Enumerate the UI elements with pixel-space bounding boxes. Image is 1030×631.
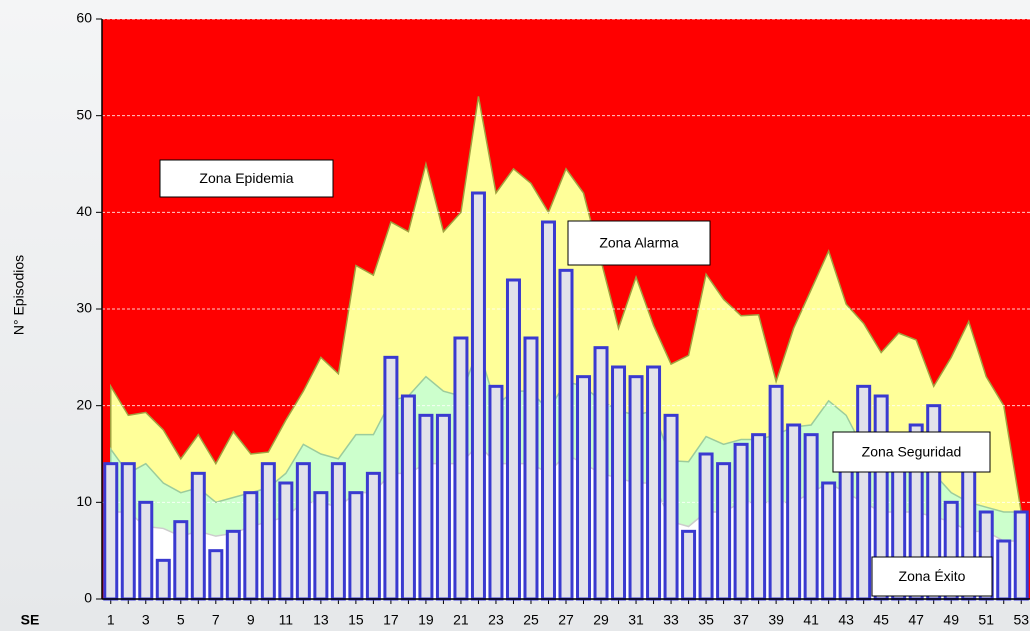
bar	[278, 481, 294, 601]
y-tick-label: 30	[76, 300, 92, 316]
x-tick-label: 21	[453, 612, 469, 628]
bar	[751, 433, 767, 601]
bar	[768, 384, 784, 601]
bar	[996, 539, 1012, 601]
x-tick-label: 53	[1013, 612, 1029, 628]
bar	[558, 268, 574, 601]
bar	[786, 423, 802, 601]
y-tick-label: 50	[76, 106, 92, 122]
bar	[330, 462, 346, 601]
x-tick-label: 29	[593, 612, 609, 628]
x-tick-label: 9	[247, 612, 255, 628]
x-tick-label: 27	[558, 612, 574, 628]
x-tick-label: 17	[383, 612, 399, 628]
bar	[225, 529, 241, 601]
bar	[838, 452, 854, 601]
zone-label: Zona Alarma	[599, 235, 679, 251]
y-axis-label: N° Episodios	[11, 255, 27, 335]
zone-label: Zona Epidemia	[199, 170, 293, 186]
x-tick-label: 45	[873, 612, 889, 628]
bar	[435, 413, 451, 601]
bar	[243, 491, 259, 601]
bar	[295, 462, 311, 601]
x-tick-label: 19	[418, 612, 434, 628]
x-tick-label: 31	[628, 612, 644, 628]
x-axis-label: SE	[21, 612, 40, 628]
zone-label-box	[567, 220, 711, 266]
bar	[348, 491, 364, 601]
x-tick-label: 51	[978, 612, 994, 628]
y-tick-label: 10	[76, 493, 92, 509]
y-tick-label: 20	[76, 396, 92, 412]
bar	[208, 549, 224, 601]
x-tick-label: 11	[279, 612, 294, 628]
x-tick-label: 43	[838, 612, 854, 628]
x-tick-label: 49	[943, 612, 959, 628]
zone-label: Zona Éxito	[899, 568, 966, 584]
bar	[1013, 510, 1029, 601]
bar	[593, 346, 609, 601]
bar	[173, 520, 189, 601]
bar	[120, 462, 136, 601]
bar	[523, 336, 539, 601]
bar	[698, 452, 714, 601]
bar	[488, 384, 504, 601]
x-tick-label: 1	[107, 612, 115, 628]
bar	[138, 500, 154, 601]
x-tick-label: 3	[142, 612, 150, 628]
y-tick-label: 0	[84, 590, 92, 606]
x-tick-label: 35	[698, 612, 714, 628]
zone-label-box	[871, 556, 993, 597]
bar	[540, 220, 556, 601]
bar	[453, 336, 469, 601]
bar	[260, 462, 276, 601]
bar	[576, 375, 592, 601]
bar	[856, 384, 872, 601]
bar	[716, 462, 732, 601]
y-tick-label: 60	[76, 10, 92, 26]
bar	[611, 365, 627, 601]
bar	[821, 481, 837, 601]
bar	[681, 529, 697, 601]
x-tick-label: 41	[803, 612, 819, 628]
bar	[505, 278, 521, 601]
x-tick-label: 7	[212, 612, 220, 628]
bar	[365, 471, 381, 601]
bar	[470, 191, 486, 601]
x-tick-label: 37	[733, 612, 749, 628]
bar	[803, 433, 819, 601]
x-tick-label: 5	[177, 612, 185, 628]
bar	[103, 462, 119, 601]
zone-label-box	[832, 431, 991, 473]
zone-label: Zona Seguridad	[862, 444, 962, 460]
bar	[628, 375, 644, 601]
x-tick-label: 23	[488, 612, 504, 628]
bar	[663, 413, 679, 601]
x-tick-label: 39	[768, 612, 784, 628]
bar	[418, 413, 434, 601]
x-tick-label: 47	[908, 612, 924, 628]
bar	[400, 394, 416, 601]
bar	[383, 355, 399, 601]
x-tick-label: 33	[663, 612, 679, 628]
bar	[733, 442, 749, 601]
bar	[646, 365, 662, 601]
y-tick-label: 40	[76, 203, 92, 219]
x-tick-label: 15	[348, 612, 364, 628]
x-tick-label: 13	[313, 612, 329, 628]
bar	[155, 558, 171, 601]
bar	[190, 471, 206, 601]
bar	[313, 491, 329, 601]
x-tick-label: 25	[523, 612, 539, 628]
zone-label-box	[159, 159, 334, 198]
